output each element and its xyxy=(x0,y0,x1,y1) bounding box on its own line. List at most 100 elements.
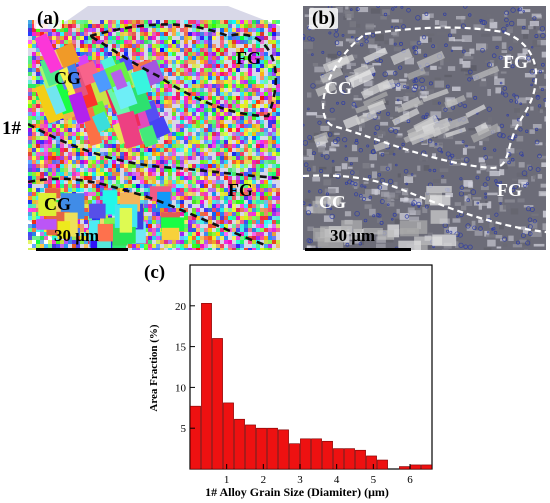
fine-grain xyxy=(204,92,208,96)
fine-grain xyxy=(248,48,252,52)
fine-grain xyxy=(220,84,224,88)
fine-grain xyxy=(68,28,72,32)
fine-grain xyxy=(148,152,152,156)
texture-patch xyxy=(422,207,428,214)
fine-grain xyxy=(264,156,268,160)
fine-grain xyxy=(76,180,80,184)
fine-grain xyxy=(36,236,40,240)
fine-grain xyxy=(204,192,208,196)
fine-grain xyxy=(200,20,204,24)
fine-grain xyxy=(104,144,108,148)
fine-grain xyxy=(268,240,272,244)
coarse-grain xyxy=(102,190,118,215)
fine-grain xyxy=(80,132,84,136)
fine-grain xyxy=(160,172,164,176)
fine-grain xyxy=(116,144,120,148)
fine-grain xyxy=(196,240,200,244)
fine-grain xyxy=(276,60,280,64)
texture-patch xyxy=(508,235,514,241)
fine-grain xyxy=(88,188,92,192)
grain-boundary xyxy=(320,154,324,157)
texture-patch xyxy=(365,23,374,30)
fine-grain xyxy=(212,132,216,136)
fine-grain xyxy=(160,56,164,60)
fine-grain xyxy=(64,188,68,192)
grain-boundary xyxy=(396,98,400,102)
fine-grain xyxy=(236,36,240,40)
fine-grain xyxy=(244,120,248,124)
fine-grain xyxy=(172,148,176,152)
fine-grain xyxy=(180,104,184,108)
fine-grain xyxy=(36,68,40,72)
fine-grain xyxy=(268,188,272,192)
fine-grain xyxy=(272,108,276,112)
texture-patch xyxy=(489,60,494,67)
fine-grain xyxy=(236,152,240,156)
fine-grain xyxy=(200,200,204,204)
texture-patch xyxy=(306,112,318,116)
fine-grain xyxy=(200,48,204,52)
grain-boundary xyxy=(465,144,468,148)
fine-grain xyxy=(180,100,184,104)
histogram-bar xyxy=(256,427,267,470)
fine-grain xyxy=(236,108,240,112)
fine-grain xyxy=(104,140,108,144)
fine-grain xyxy=(192,80,196,84)
fine-grain xyxy=(176,248,180,250)
fine-grain xyxy=(144,20,148,24)
fine-grain xyxy=(108,128,112,132)
panel-b: (b) FG CG CG FG xyxy=(303,6,546,250)
fine-grain xyxy=(108,36,112,40)
fine-grain xyxy=(236,104,240,108)
fine-grain xyxy=(196,180,200,184)
fine-grain xyxy=(96,180,100,184)
texture-patch xyxy=(468,128,477,131)
coarse-grain xyxy=(363,47,388,64)
grain-boundary xyxy=(327,132,333,137)
fine-grain xyxy=(104,52,108,56)
fine-grain xyxy=(180,180,184,184)
grain-boundary xyxy=(521,170,528,177)
grain-boundary xyxy=(410,173,414,176)
fine-grain xyxy=(116,164,120,168)
fine-grain xyxy=(40,152,44,156)
fine-grain xyxy=(152,176,156,180)
fine-grain xyxy=(60,32,64,36)
fine-grain xyxy=(188,124,192,128)
texture-patch xyxy=(371,188,381,195)
fine-grain xyxy=(56,36,60,40)
fine-grain xyxy=(152,52,156,56)
coarse-grain xyxy=(349,69,374,88)
fine-grain xyxy=(240,248,244,250)
texture-patch xyxy=(464,146,476,149)
grain-boundary xyxy=(411,200,417,206)
fine-grain xyxy=(104,28,108,32)
fine-grain xyxy=(80,156,84,160)
fine-grain xyxy=(188,132,192,136)
fine-grain xyxy=(216,212,220,216)
texture-patch xyxy=(399,78,407,82)
fine-grain xyxy=(268,76,272,80)
grain-boundary xyxy=(510,7,516,13)
texture-patch xyxy=(353,95,359,100)
fine-grain xyxy=(96,32,100,36)
fine-grain xyxy=(216,116,220,120)
texture-patch xyxy=(487,192,498,196)
fine-grain xyxy=(60,124,64,128)
fine-grain xyxy=(184,148,188,152)
fine-grain xyxy=(192,92,196,96)
fine-grain xyxy=(152,208,156,212)
fine-grain xyxy=(164,160,168,164)
texture-patch xyxy=(483,247,492,250)
texture-patch xyxy=(510,12,518,16)
fine-grain xyxy=(232,228,236,232)
fine-grain xyxy=(240,240,244,244)
fine-grain xyxy=(204,20,208,24)
fine-grain xyxy=(244,140,248,144)
histogram-bar xyxy=(289,443,300,470)
fine-grain xyxy=(76,232,80,236)
texture-patch xyxy=(502,204,511,210)
grain-boundary xyxy=(497,184,500,188)
fine-grain xyxy=(204,196,208,200)
fine-grain xyxy=(256,220,260,224)
